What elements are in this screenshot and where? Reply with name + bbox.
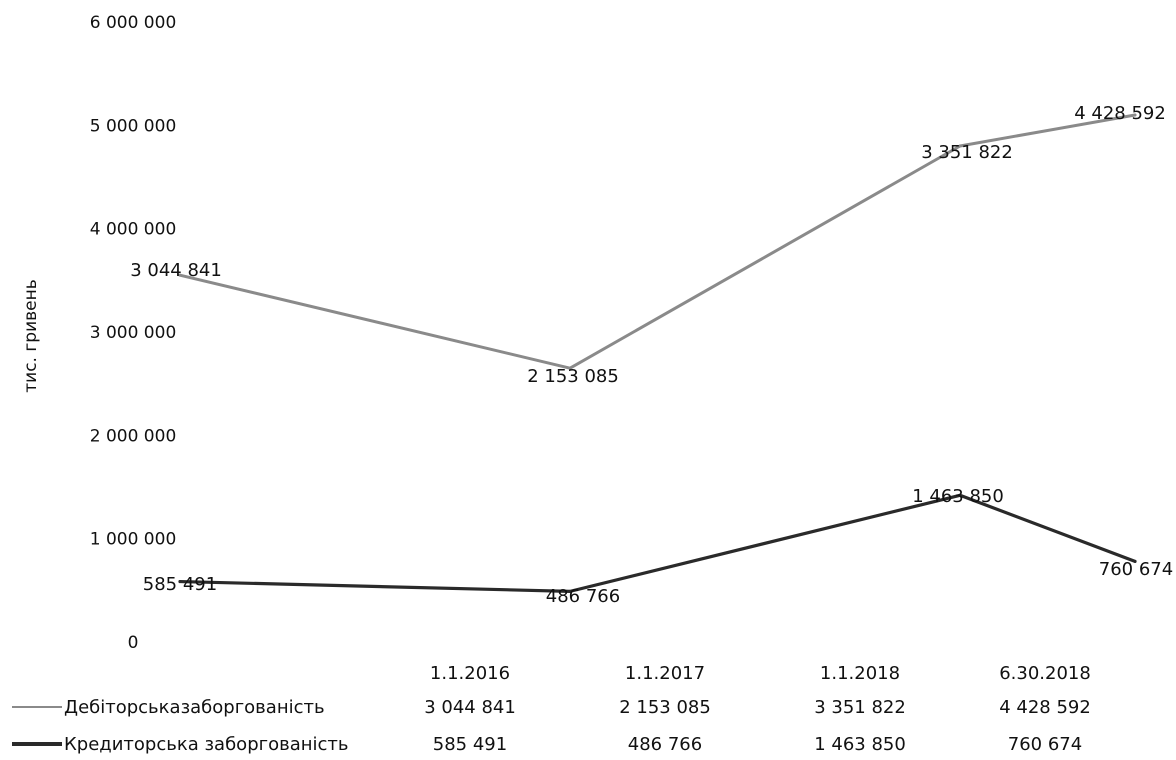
table-cell-1-1: 3 044 841	[424, 697, 516, 718]
series-point-2	[178, 580, 182, 584]
y-tick-label: 4 000 000	[90, 220, 177, 240]
table-column-header-4: 6.30.2018	[999, 663, 1091, 684]
data-labels: 3 044 841 2 153 085 3 351 822 4 428 592 585 …	[130, 103, 1173, 607]
table-cell-1-3: 3 351 822	[814, 697, 906, 718]
series-point-1	[568, 366, 572, 370]
table-cell-1-2: 2 153 085	[619, 697, 711, 718]
table-cell-2-3: 1 463 850	[814, 734, 906, 755]
y-axis: 0 1 000 000 2 000 000 3 000 000 4 000 000 5 0…	[90, 13, 177, 653]
y-tick-label: 6 000 000	[90, 13, 177, 33]
table-column-header-3: 1.1.2018	[820, 663, 900, 684]
data-label-1-3: 3 351 822	[921, 142, 1013, 163]
y-tick-label: 3 000 000	[90, 323, 177, 343]
legend-label-2: Кредиторська заборгованість	[64, 734, 348, 755]
table-cell-2-1: 585 491	[433, 734, 507, 755]
table-column-header-2: 1.1.2017	[625, 663, 705, 684]
series-line-1	[178, 113, 1137, 370]
series-point-1	[178, 273, 182, 277]
table-cell-1-4: 4 428 592	[999, 697, 1091, 718]
data-label-2-2: 486 766	[546, 586, 620, 607]
y-tick-label: 2 000 000	[90, 426, 177, 446]
data-label-2-3: 1 463 850	[912, 486, 1004, 507]
legend-label-1: Дебіторськазаборгованість	[64, 697, 325, 718]
series-point-2	[1133, 559, 1137, 563]
data-table: 1.1.2016 1.1.2017 1.1.2018 6.30.2018 Дебітор…	[12, 663, 1091, 755]
data-label-2-4: 760 674	[1099, 559, 1173, 580]
data-label-1-1: 3 044 841	[130, 260, 222, 281]
data-label-2-1: 585 491	[143, 574, 217, 595]
table-cell-2-2: 486 766	[628, 734, 702, 755]
data-label-1-2: 2 153 085	[527, 366, 619, 387]
data-label-1-4: 4 428 592	[1074, 103, 1166, 124]
table-column-header-1: 1.1.2016	[430, 663, 510, 684]
series-point-2	[958, 493, 962, 497]
series-lines	[178, 113, 1137, 593]
y-axis-title: тис. гривень	[21, 279, 41, 393]
y-tick-label: 5 000 000	[90, 116, 177, 136]
table-cell-2-4: 760 674	[1008, 734, 1082, 755]
y-tick-label: 1 000 000	[90, 530, 177, 550]
y-tick-label: 0	[128, 633, 139, 653]
series-point-1	[1133, 113, 1137, 117]
series-point-2	[568, 589, 572, 593]
series-point-1	[958, 144, 962, 148]
series-line-2	[178, 493, 1137, 593]
